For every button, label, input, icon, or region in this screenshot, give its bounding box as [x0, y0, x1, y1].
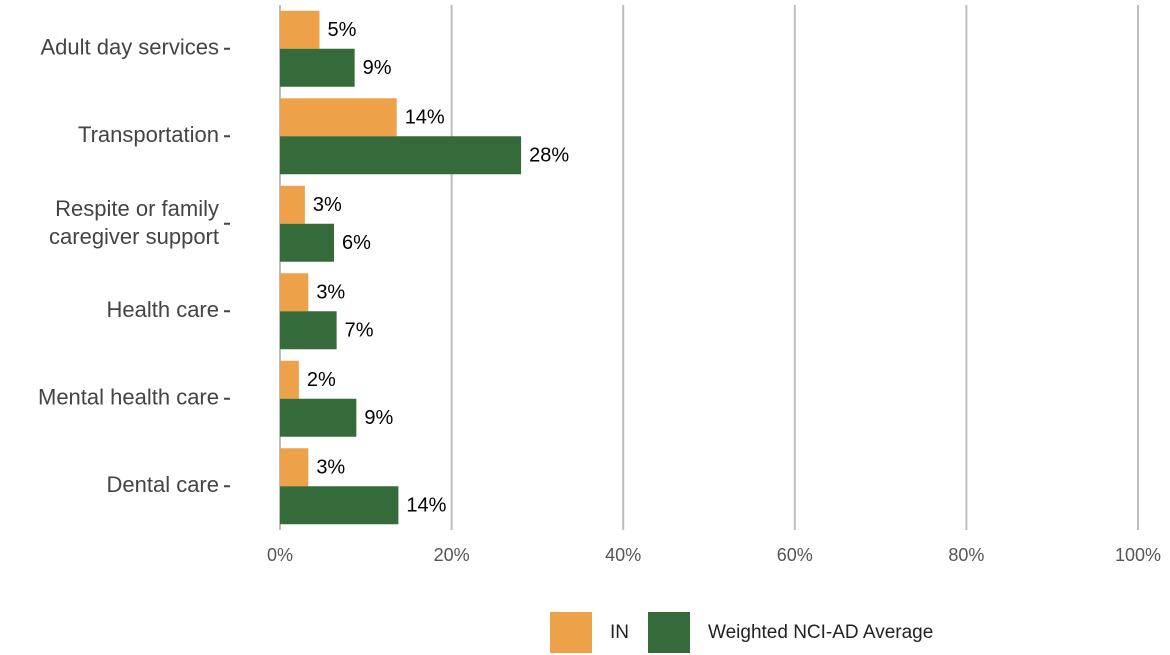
value-label: 9% [363, 57, 392, 79]
x-tick-label: 60% [777, 545, 813, 565]
x-tick-label: 40% [605, 545, 641, 565]
bar [280, 48, 355, 87]
value-label: 6% [342, 232, 371, 254]
bar [280, 136, 522, 175]
bar [280, 10, 320, 49]
value-label: 14% [406, 495, 446, 517]
value-label: 9% [364, 407, 393, 429]
bar [280, 486, 399, 525]
bar [280, 311, 337, 350]
value-label: 3% [313, 194, 342, 216]
value-label: 14% [405, 107, 445, 129]
value-label: 7% [345, 320, 374, 342]
legend-swatch [550, 612, 592, 653]
bar [280, 273, 309, 312]
x-tick-label: 100% [1115, 545, 1161, 565]
bar [280, 360, 299, 399]
bar [280, 448, 309, 487]
category-label: Mental health care [38, 385, 219, 410]
bar [280, 185, 305, 224]
category-label: Adult day services [40, 35, 219, 60]
bar [280, 98, 397, 137]
bar [280, 223, 335, 262]
category-label: Health care [106, 297, 219, 322]
legend-label: IN [610, 622, 629, 643]
legend-swatch [648, 612, 690, 653]
x-tick-label: 80% [948, 545, 984, 565]
category-label: Respite or family caregiver support [49, 196, 219, 249]
category-label: Dental care [106, 472, 219, 497]
bar [280, 398, 357, 437]
legend-label: Weighted NCI-AD Average [708, 622, 933, 643]
category-label: Transportation [78, 122, 219, 147]
value-label: 28% [529, 145, 569, 167]
value-label: 3% [316, 457, 345, 479]
x-tick-label: 0% [267, 545, 293, 565]
x-tick-label: 20% [434, 545, 470, 565]
value-label: 5% [327, 19, 356, 41]
value-label: 3% [316, 282, 345, 304]
value-label: 2% [307, 369, 336, 391]
